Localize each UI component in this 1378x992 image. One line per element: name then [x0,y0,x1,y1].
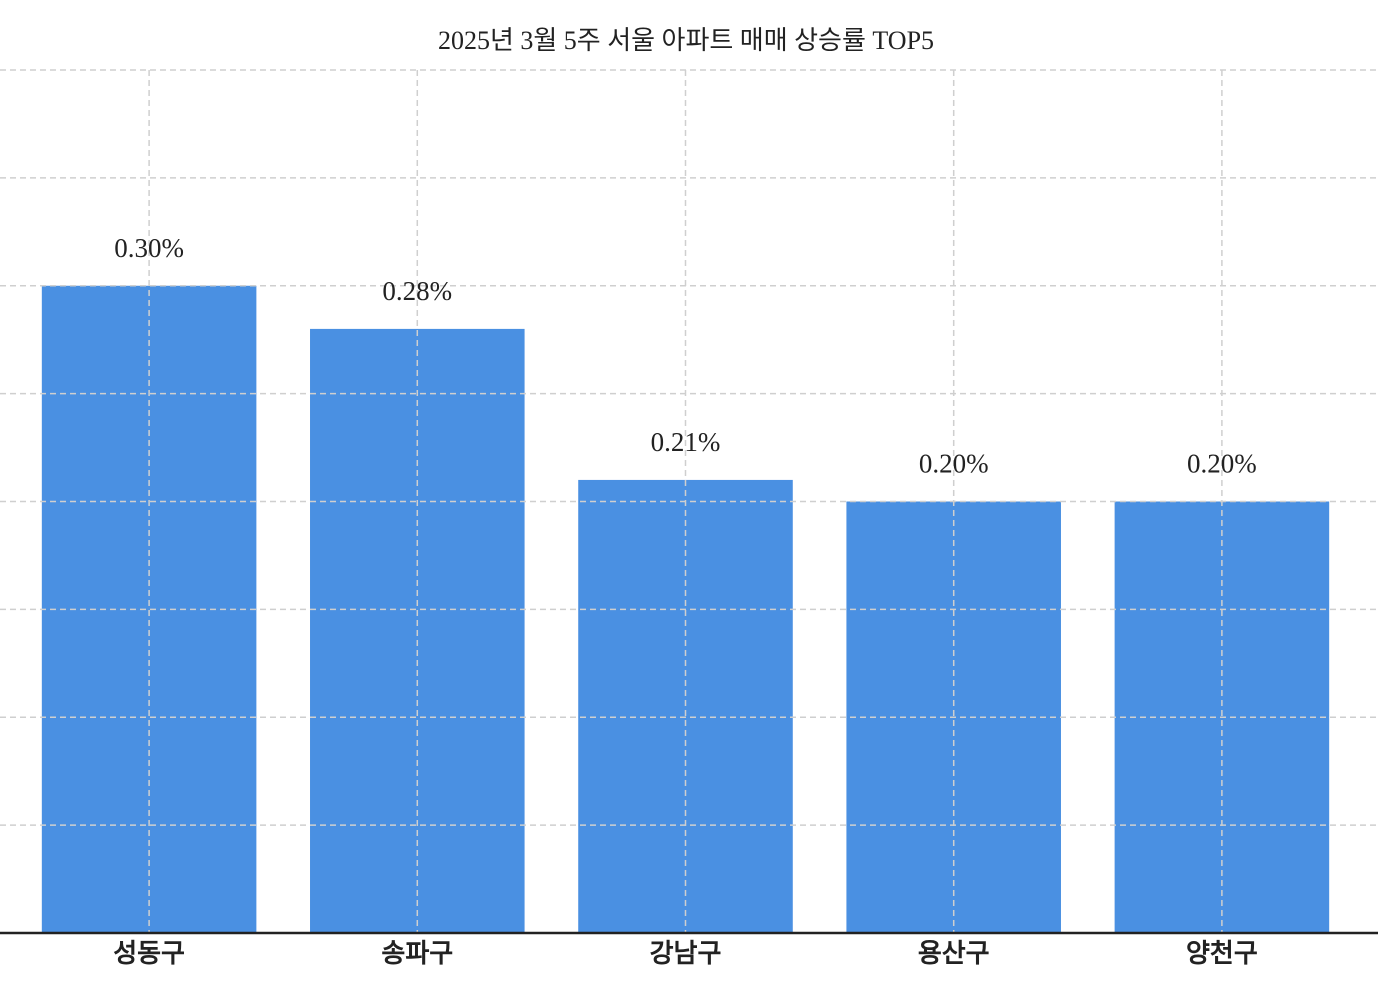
value-label: 0.30% [114,233,184,263]
value-label: 0.21% [651,427,721,457]
value-label: 0.20% [1187,449,1257,479]
x-tick-label: 송파구 [381,939,453,968]
x-tick-label: 강남구 [650,939,722,968]
chart-title: 2025년 3월 5주 서울 아파트 매매 상승률 TOP5 [438,26,934,55]
x-tick-label: 성동구 [113,939,185,968]
x-tick-label: 양천구 [1186,939,1258,968]
x-tick-label: 용산구 [918,939,990,968]
value-label: 0.28% [382,276,452,306]
value-label: 0.20% [919,449,989,479]
